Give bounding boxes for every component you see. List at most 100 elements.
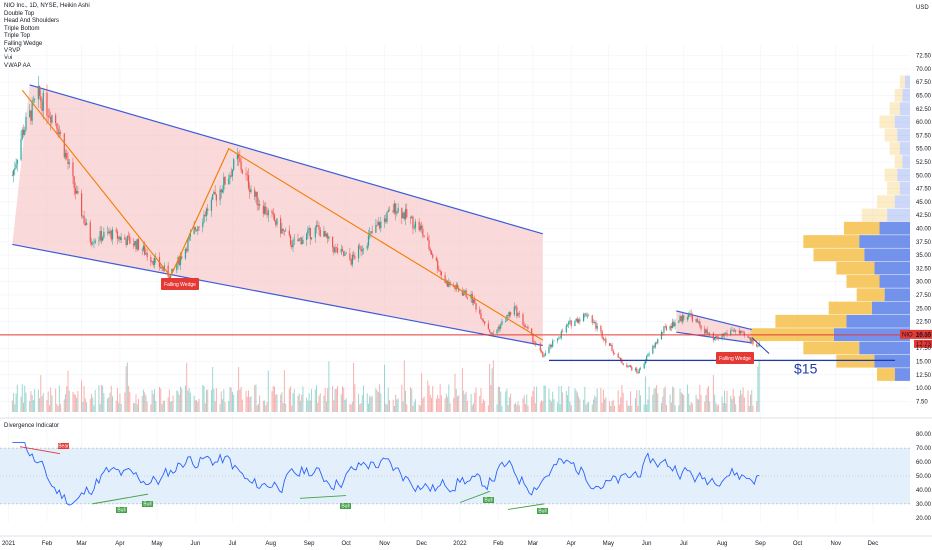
volume-bar (307, 400, 309, 412)
candle-body (612, 350, 614, 354)
volume-bar (22, 402, 24, 412)
price-tick-label: 17.50 (916, 346, 932, 352)
volume-bar (613, 405, 615, 412)
volume-bar (24, 385, 26, 412)
candle-body (501, 321, 503, 325)
candle-body (256, 191, 258, 206)
divergence-label: Bull (341, 504, 349, 510)
legend-item[interactable]: Triple Top (4, 33, 31, 40)
legend-item[interactable]: Double Top (4, 11, 35, 17)
volume-bar (429, 394, 431, 412)
candle-body (725, 332, 727, 334)
volume-profile-up (894, 115, 910, 129)
volume-bar (332, 385, 334, 412)
time-tick-label: Oct (342, 541, 352, 547)
candle-body (533, 342, 535, 343)
candle-body (565, 325, 567, 333)
volume-bar (748, 405, 750, 412)
volume-bar (220, 391, 222, 412)
volume-bar (108, 397, 110, 412)
volume-profile-up (897, 128, 910, 142)
volume-bar (285, 403, 287, 412)
legend-item[interactable]: Triple Bottom (4, 25, 40, 32)
oscillator-panel: Bear Bull Bull Bull Bull Bull (0, 442, 910, 515)
volume-bar (714, 394, 716, 412)
volume-bar (16, 384, 18, 412)
volume-bar (712, 374, 714, 412)
candle-body (705, 329, 707, 334)
volume-profile-up (899, 142, 910, 155)
candle-body (430, 250, 433, 255)
volume-bar (562, 392, 564, 412)
candle-body (327, 233, 329, 239)
time-tick-label: Feb (493, 541, 504, 547)
candle-body (50, 116, 52, 123)
candle-body (231, 169, 234, 177)
volume-bar (406, 404, 408, 412)
candle-body (366, 245, 368, 249)
volume-profile-down (803, 235, 860, 248)
volume-bar (605, 397, 607, 412)
volume-bar (297, 395, 299, 412)
volume-bar (343, 387, 345, 412)
volume-profile-up (859, 341, 910, 355)
volume-bar (126, 362, 128, 412)
volume-profile-up (897, 168, 910, 182)
candle-body (207, 208, 209, 211)
legend-item[interactable]: Falling Wedge (4, 40, 43, 47)
candle-body (93, 242, 95, 244)
legend-item[interactable]: Vol (4, 55, 13, 62)
candle-body (704, 328, 706, 334)
volume-bar (203, 385, 205, 412)
legend-item[interactable]: VRVP (4, 48, 21, 54)
volume-bar (465, 391, 467, 412)
volume-bar (229, 386, 231, 412)
candle-body (40, 96, 42, 102)
volume-bar (311, 389, 313, 412)
volume-bar (231, 391, 233, 412)
volume-bar (510, 393, 512, 412)
candle-body (250, 189, 252, 193)
candle-body (721, 333, 723, 339)
candle-body (594, 322, 596, 323)
price-tick-label: 65.00 (916, 94, 932, 100)
candle-body (730, 330, 732, 335)
volume-bar (643, 404, 645, 412)
volume-bar (72, 392, 74, 412)
candle-body (569, 320, 571, 322)
volume-bar (432, 386, 434, 412)
volume-bar (77, 391, 79, 412)
candle-body (318, 225, 320, 230)
volume-profile-up (894, 195, 910, 209)
volume-bar (100, 384, 102, 412)
volume-bar (673, 387, 675, 412)
candle-body (259, 204, 261, 206)
volume-bar (738, 395, 740, 412)
volume-bar (576, 392, 578, 412)
legend-item[interactable]: VWAP AA (4, 62, 31, 69)
candle-body (14, 168, 16, 170)
target-arrow (751, 337, 770, 354)
candle-body (688, 314, 690, 318)
volume-bar (314, 389, 316, 412)
volume-profile-down (899, 75, 905, 89)
volume-bar (721, 396, 723, 412)
candle-body (377, 222, 379, 226)
candle-body (34, 99, 36, 101)
volume-bar (236, 390, 238, 412)
candle-body (181, 256, 183, 259)
candle-body (585, 313, 587, 317)
candle-body (297, 239, 299, 242)
candle-body (328, 236, 330, 239)
volume-bar (419, 405, 421, 412)
candle-body (74, 188, 77, 194)
divergence-label: Bull (484, 498, 492, 504)
candle-body (444, 275, 446, 284)
volume-bar (402, 401, 404, 412)
legend-item[interactable]: Head And Shoulders (4, 18, 60, 25)
candle-body (740, 331, 742, 334)
candle-body (523, 324, 525, 326)
candle-body (733, 330, 736, 332)
volume-bar (361, 395, 363, 412)
